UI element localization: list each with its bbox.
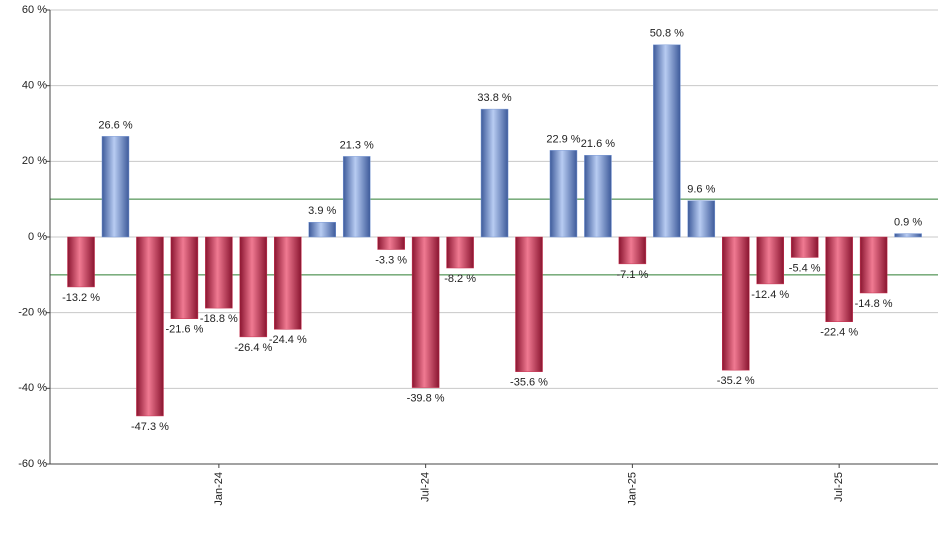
value-label: -47.3 % bbox=[131, 421, 169, 433]
value-label: -3.3 % bbox=[375, 254, 407, 266]
value-label: 50.8 % bbox=[650, 28, 684, 40]
value-label: -24.4 % bbox=[269, 334, 307, 346]
bar bbox=[618, 236, 647, 265]
bar bbox=[308, 221, 336, 238]
value-label: -14.8 % bbox=[855, 298, 893, 310]
bar bbox=[480, 108, 509, 238]
y-tick-label: -20 % bbox=[18, 307, 47, 319]
value-label: 9.6 % bbox=[687, 184, 715, 196]
bar bbox=[274, 236, 302, 330]
bar bbox=[790, 236, 819, 258]
bar bbox=[67, 236, 95, 288]
y-tick-label: 40 % bbox=[22, 80, 47, 92]
y-tick-label: -40 % bbox=[18, 382, 47, 394]
bar bbox=[756, 236, 784, 285]
bar bbox=[101, 136, 130, 238]
y-tick-label: -60 % bbox=[18, 458, 47, 470]
bar bbox=[239, 236, 268, 338]
value-label: -35.6 % bbox=[510, 377, 548, 389]
y-tick-label: 20 % bbox=[22, 155, 47, 167]
value-label: -12.4 % bbox=[751, 289, 789, 301]
x-tick-label: Jul-24 bbox=[420, 472, 432, 502]
value-label: 21.3 % bbox=[340, 139, 374, 151]
y-tick-label: 60 % bbox=[22, 4, 47, 16]
bar bbox=[584, 155, 612, 238]
x-tick-label: Jan-24 bbox=[213, 472, 225, 506]
value-label: -18.8 % bbox=[200, 313, 238, 325]
bar bbox=[342, 156, 371, 238]
value-label: 26.6 % bbox=[98, 119, 132, 131]
value-label: 0.9 % bbox=[894, 217, 922, 229]
x-tick-label: Jan-25 bbox=[626, 472, 638, 506]
bar bbox=[653, 44, 681, 238]
bar bbox=[411, 236, 440, 388]
bar bbox=[377, 236, 405, 250]
bar bbox=[687, 200, 716, 238]
value-label: -35.2 % bbox=[717, 375, 755, 387]
bar bbox=[825, 236, 853, 322]
value-label: -7.1 % bbox=[616, 269, 648, 281]
bar bbox=[722, 236, 750, 371]
bar bbox=[170, 236, 199, 319]
bar bbox=[446, 236, 474, 269]
value-label: 21.6 % bbox=[581, 138, 615, 150]
x-tick-label: Jul-25 bbox=[833, 472, 845, 502]
y-tick-label: 0 % bbox=[28, 231, 47, 243]
value-label: -21.6 % bbox=[165, 324, 203, 336]
bar bbox=[894, 233, 922, 238]
bar bbox=[136, 236, 164, 417]
value-label: -8.2 % bbox=[444, 273, 476, 285]
value-label: 22.9 % bbox=[546, 133, 580, 145]
value-label: -13.2 % bbox=[62, 292, 100, 304]
value-label: -22.4 % bbox=[820, 327, 858, 339]
bar bbox=[549, 150, 578, 238]
bar bbox=[859, 236, 888, 294]
value-label: -26.4 % bbox=[234, 342, 272, 354]
value-label: -39.8 % bbox=[407, 392, 445, 404]
bar bbox=[515, 236, 543, 372]
value-label: 3.9 % bbox=[308, 205, 336, 217]
bar bbox=[205, 236, 233, 309]
value-label: -5.4 % bbox=[789, 262, 821, 274]
value-label: 33.8 % bbox=[477, 92, 511, 104]
